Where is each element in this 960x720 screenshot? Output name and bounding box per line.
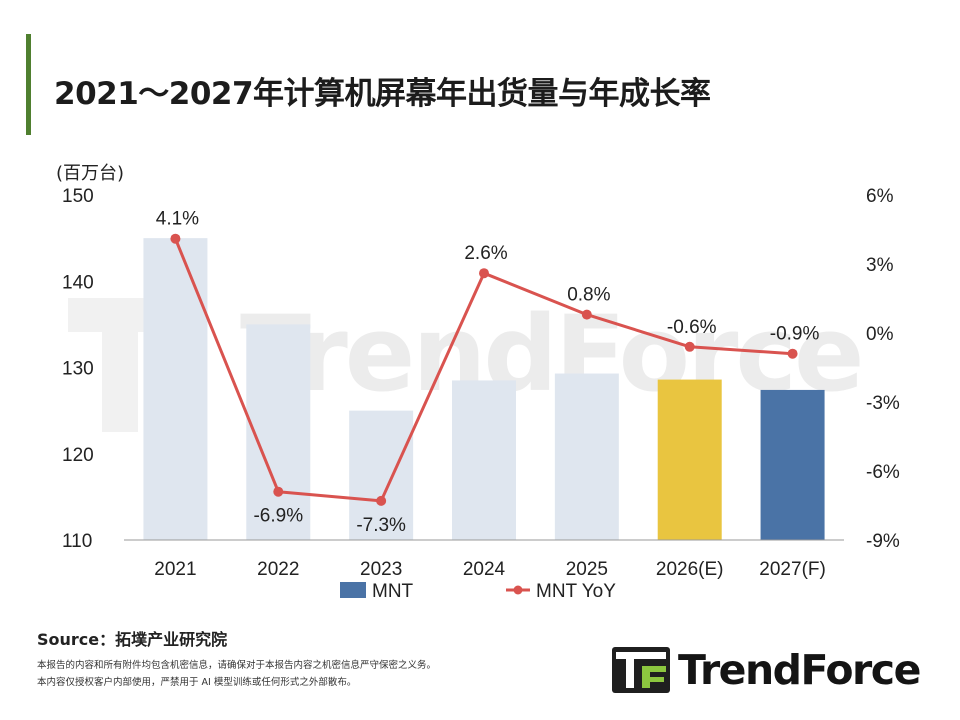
yoy-data-label: 2.6%	[464, 243, 507, 264]
x-tick-label: 2026(E)	[656, 559, 724, 580]
chart: TrendForce 110 120 130 140 150 -9% -6% -3% 0% 3% 6%…	[62, 186, 900, 602]
y-right-tick-label: -9%	[866, 531, 900, 552]
brand-logo: TrendForce	[612, 646, 921, 694]
brand-name: TrendForce	[678, 646, 921, 694]
yoy-point	[684, 341, 695, 352]
legend-mnt-swatch	[340, 582, 366, 598]
yoy-data-label: 0.8%	[567, 285, 610, 306]
y-right-tick-label: 3%	[866, 255, 894, 276]
yoy-data-label: -0.9%	[770, 324, 820, 345]
y-left-tick-label: 130	[62, 359, 94, 380]
x-tick-label: 2023	[360, 559, 402, 580]
y-right-tick-label: -6%	[866, 462, 900, 483]
bar-2021	[143, 238, 208, 540]
disclaimer-line-2: 本内容仅授权客户内部使用，严禁用于 AI 模型训练或任何形式之外部散布。	[37, 677, 357, 688]
source-text: Source：拓墣产业研究院	[37, 630, 228, 649]
page-title: 2021～2027年计算机屏幕年出货量与年成长率	[54, 76, 711, 112]
x-tick-label: 2022	[257, 559, 299, 580]
y-left-tick-label: 150	[62, 186, 94, 207]
yoy-data-label: -0.6%	[667, 317, 717, 338]
y-axis-unit-label: (百万台)	[56, 163, 125, 184]
y-left-tick-label: 120	[62, 445, 94, 466]
legend-mnt-label: MNT	[372, 581, 414, 602]
x-tick-label: 2025	[566, 559, 608, 580]
y-right-tick-label: 6%	[866, 186, 894, 207]
x-tick-label: 2021	[154, 559, 196, 580]
yoy-point	[581, 309, 592, 320]
y-right-tick-label: 0%	[866, 324, 894, 345]
disclaimer-line-1: 本报告的内容和所有附件均包含机密信息，请确保对于本报告内容之机密信息严守保密之义…	[37, 660, 437, 671]
yoy-point	[787, 348, 798, 359]
legend-yoy-label: MNT YoY	[536, 581, 616, 602]
trendforce-logo-icon	[612, 647, 670, 693]
bar-2025	[554, 373, 619, 540]
bar-2022	[246, 324, 311, 540]
y-right-tick-label: -3%	[866, 393, 900, 414]
y-left-tick-label: 140	[62, 272, 94, 293]
bar-2026(E)	[657, 379, 722, 540]
legend-yoy-marker	[513, 585, 523, 595]
watermark-text: TrendForce	[240, 293, 862, 415]
y-left-tick-label: 110	[62, 531, 92, 552]
yoy-point	[479, 268, 489, 279]
yoy-point	[273, 486, 284, 497]
x-tick-label: 2024	[463, 559, 506, 580]
yoy-data-label: -6.9%	[253, 506, 303, 527]
yoy-point	[170, 233, 181, 244]
bar-2024	[452, 380, 516, 540]
x-tick-label: 2027(F)	[759, 559, 826, 580]
bar-2027(F)	[760, 389, 825, 540]
bar-2023	[349, 410, 414, 540]
yoy-data-label: -7.3%	[356, 515, 406, 536]
yoy-data-label: 4.1%	[156, 209, 199, 230]
yoy-point	[376, 495, 387, 506]
title-accent-bar	[26, 34, 31, 135]
